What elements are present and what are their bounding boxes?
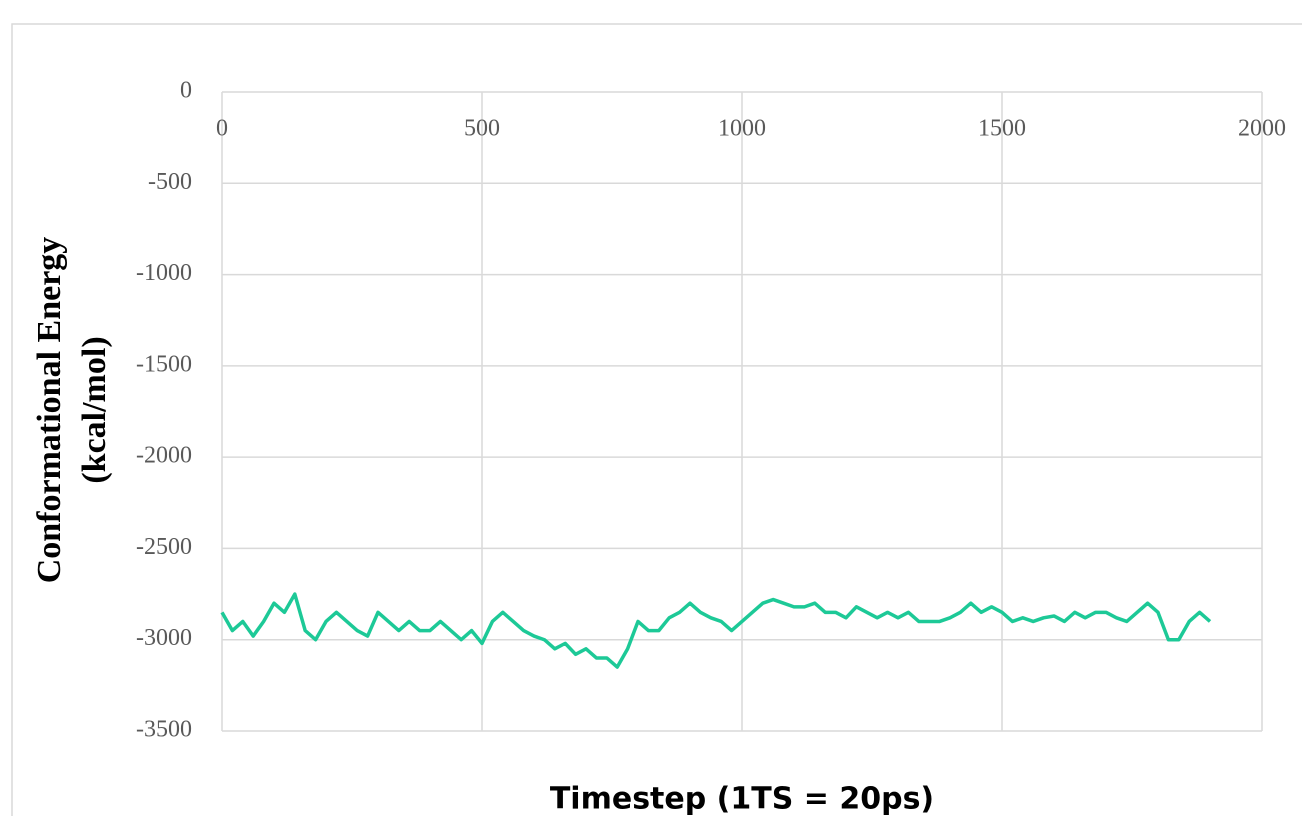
x-tick-label: 2000 — [1238, 116, 1286, 142]
y-axis-title: Conformational Energy (kcal/mol) — [31, 237, 113, 584]
y-tick-label: -1500 — [136, 351, 192, 377]
x-tick-label: 0 — [216, 116, 228, 142]
x-tick-label: 1500 — [978, 116, 1026, 142]
y-tick-label: -500 — [148, 169, 192, 195]
y-tick-label: -2000 — [136, 443, 192, 469]
y-tick-label: -1000 — [136, 260, 192, 286]
y-tick-label: 0 — [180, 78, 192, 104]
y-tick-label: -3000 — [136, 625, 192, 651]
x-tick-label: 500 — [464, 116, 500, 142]
data-line — [220, 592, 1212, 669]
y-tick-label: -2500 — [136, 534, 192, 560]
y-axis-title-line: Conformational Energy — [31, 237, 68, 584]
y-tick-label: -3500 — [136, 717, 192, 743]
y-axis-title-line: (kcal/mol) — [76, 336, 113, 483]
chart-border — [11, 23, 1302, 816]
x-axis-title: Timestep (1TS = 20ps) — [550, 782, 934, 816]
x-tick-label: 1000 — [718, 116, 766, 142]
